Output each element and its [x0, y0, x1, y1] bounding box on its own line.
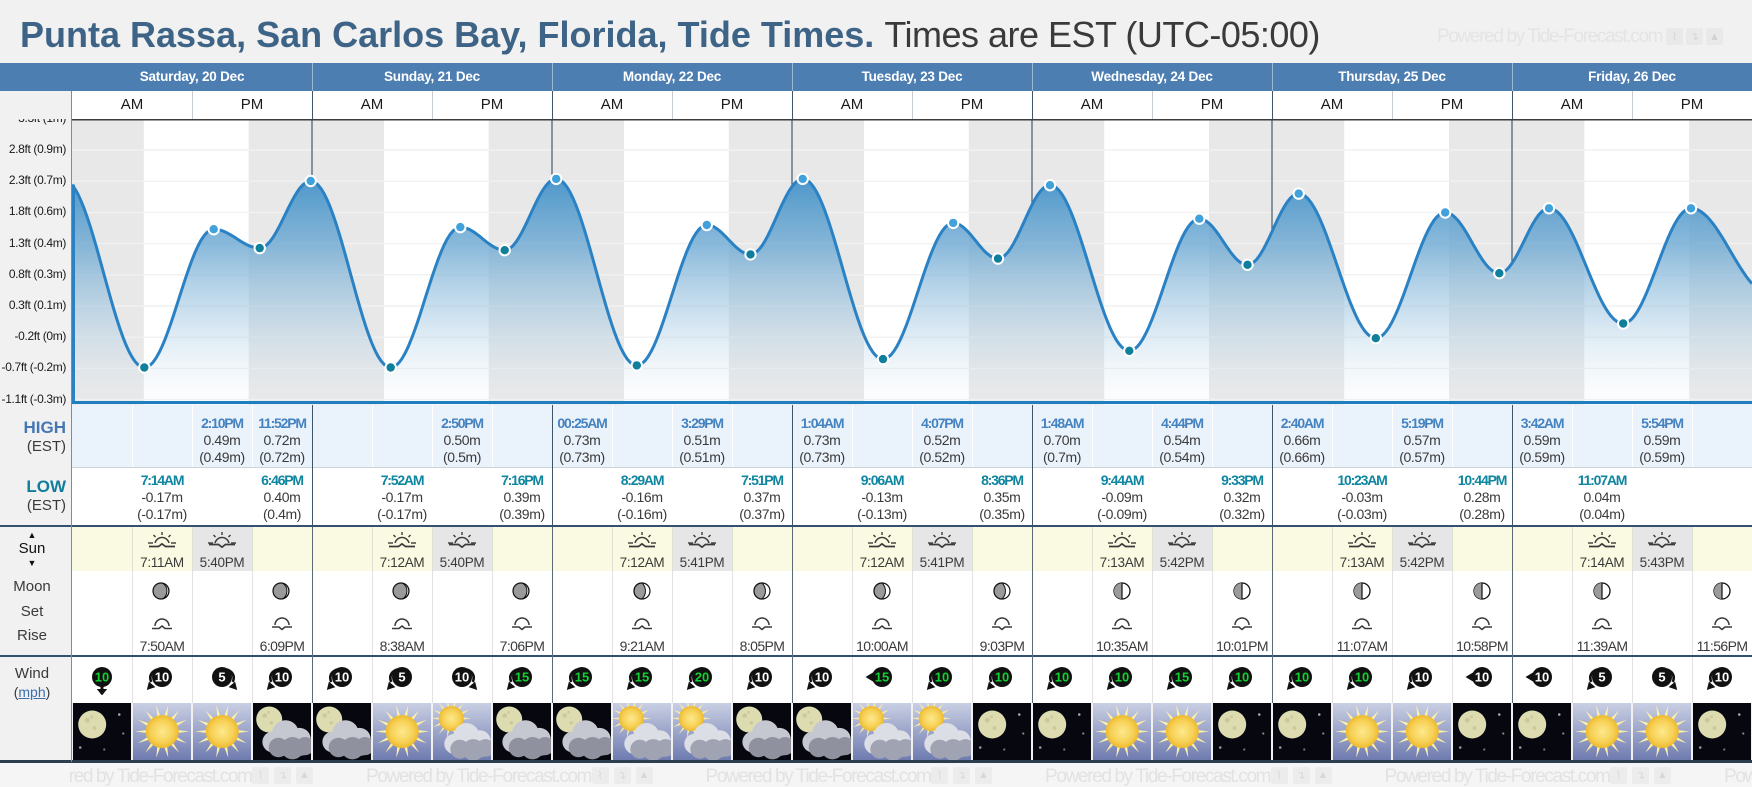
svg-text:10: 10: [1355, 670, 1369, 685]
svg-text:10: 10: [1055, 670, 1069, 685]
svg-text:15: 15: [515, 670, 529, 685]
svg-text:10: 10: [95, 670, 109, 685]
svg-text:10: 10: [995, 670, 1009, 685]
svg-text:10: 10: [1415, 670, 1429, 685]
svg-text:10: 10: [1715, 670, 1729, 685]
svg-text:5: 5: [1658, 670, 1665, 685]
svg-text:5: 5: [1598, 670, 1605, 685]
svg-text:10: 10: [1475, 670, 1489, 685]
svg-text:15: 15: [575, 670, 589, 685]
svg-text:10: 10: [815, 670, 829, 685]
svg-text:5: 5: [218, 670, 225, 685]
svg-text:10: 10: [1295, 670, 1309, 685]
svg-text:10: 10: [455, 670, 469, 685]
svg-text:10: 10: [1235, 670, 1249, 685]
svg-text:10: 10: [935, 670, 949, 685]
svg-text:15: 15: [875, 670, 889, 685]
svg-text:15: 15: [1175, 670, 1189, 685]
svg-text:10: 10: [155, 670, 169, 685]
svg-text:10: 10: [1115, 670, 1129, 685]
svg-text:10: 10: [335, 670, 349, 685]
svg-text:5: 5: [398, 670, 405, 685]
svg-text:15: 15: [635, 670, 649, 685]
svg-text:20: 20: [695, 670, 709, 685]
svg-text:10: 10: [1535, 670, 1549, 685]
svg-text:10: 10: [275, 670, 289, 685]
svg-text:10: 10: [755, 670, 769, 685]
